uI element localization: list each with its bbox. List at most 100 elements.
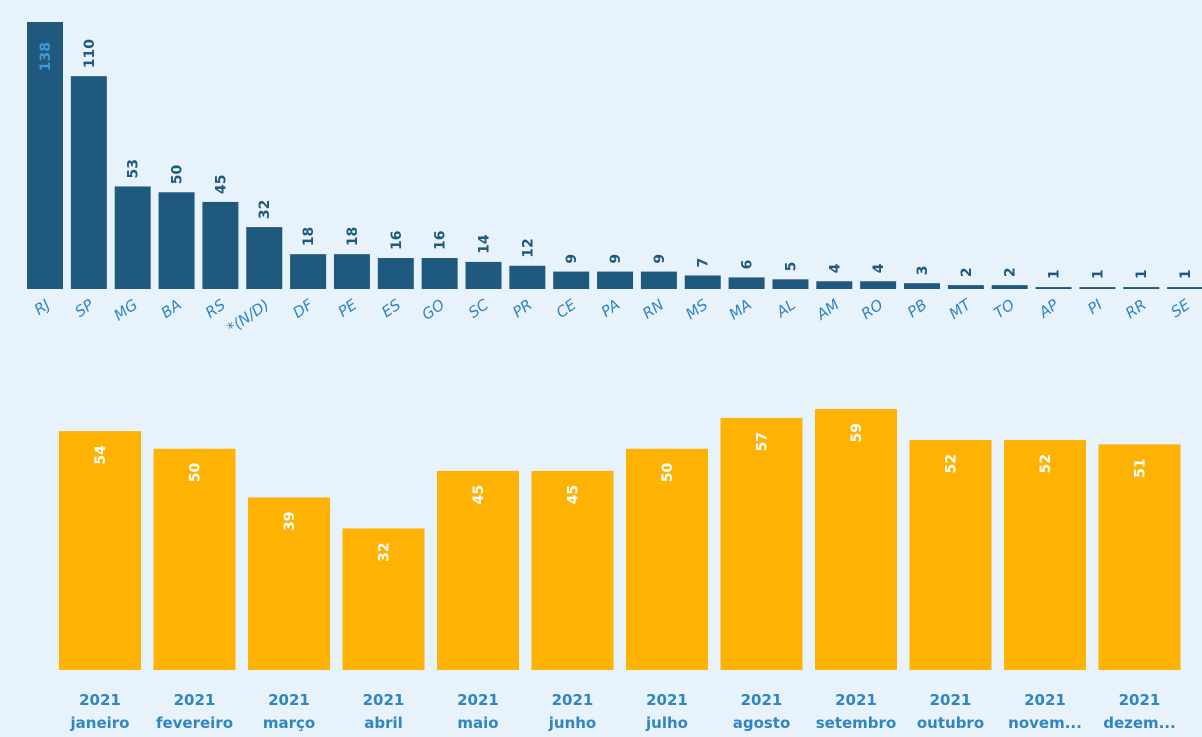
bar-value-label: 110	[82, 39, 98, 68]
bar-value-label: 57	[755, 432, 771, 451]
bar-PA	[597, 271, 634, 289]
category-label: GO	[418, 295, 448, 323]
bar-value-label: 18	[301, 227, 317, 246]
bar-value-label: 6	[740, 260, 756, 270]
bar-RN	[640, 271, 677, 289]
bar-value-label: 54	[93, 445, 109, 465]
bar-month-11	[1004, 439, 1086, 670]
bar-CE	[553, 271, 590, 289]
bar-value-label: 45	[213, 174, 229, 193]
bar-value-label: 18	[345, 227, 361, 246]
category-label: ES	[378, 295, 404, 321]
bar-ES	[377, 258, 414, 289]
month-year-label: 2021	[457, 691, 499, 709]
bar-value-label: 1	[1134, 269, 1150, 279]
bar-month-8	[720, 417, 803, 670]
bar-month-2	[153, 448, 236, 670]
month-name-label: novem...	[1008, 714, 1082, 732]
bar-AM	[816, 281, 853, 289]
month-name-label: janeiro	[70, 714, 130, 732]
monthly-bar-chart: 54 2021 janeiro 50 2021 fevereiro 39 2021 março 3…	[59, 409, 1181, 732]
bar-month-6	[531, 470, 614, 670]
month-name-label: setembro	[816, 714, 897, 732]
bar-value-label: 4	[827, 263, 843, 273]
bar-TO	[991, 285, 1028, 289]
bar-value-label: 7	[696, 258, 712, 268]
bar-value-label: 16	[389, 231, 405, 250]
bar-value-label: 45	[566, 485, 582, 504]
category-label: RO	[858, 295, 887, 323]
bar-RS	[202, 201, 239, 289]
bar-value-label: 51	[1133, 458, 1149, 477]
bar-SE	[1167, 287, 1202, 289]
bar-value-label: 45	[471, 485, 487, 504]
bar-value-label: 138	[38, 42, 54, 71]
bar-value-label: 39	[282, 511, 298, 530]
category-label: SP	[72, 295, 98, 321]
bar-GO	[421, 258, 458, 289]
category-label: PA	[598, 296, 624, 321]
bar-MA	[728, 277, 765, 289]
category-label: MT	[946, 294, 976, 322]
bar-DF	[290, 254, 327, 289]
category-label: PR	[509, 296, 535, 322]
month-year-label: 2021	[174, 691, 216, 709]
bar-value-label: 9	[652, 254, 668, 264]
bar-MT	[947, 285, 984, 289]
bar-month-3	[248, 497, 330, 670]
bar-value-label: 50	[188, 463, 204, 483]
category-label: RS	[202, 295, 229, 321]
category-label: PI	[1084, 295, 1106, 318]
bar-PI	[1079, 287, 1116, 289]
month-year-label: 2021	[79, 691, 121, 709]
category-label: MG	[111, 296, 141, 325]
bar-value-label: 59	[849, 423, 865, 442]
bar-value-label: 14	[477, 234, 493, 254]
bar-value-label: 32	[257, 200, 273, 219]
bar-RO	[860, 281, 897, 289]
category-label: RN	[639, 296, 667, 323]
bar-value-label: 5	[783, 262, 799, 272]
month-name-label: agosto	[733, 714, 791, 732]
bar-value-label: 2	[959, 267, 975, 277]
category-label: SE	[1168, 295, 1194, 321]
bar-month-4	[342, 528, 425, 670]
category-label: RJ	[31, 296, 53, 319]
bar-value-label: 1	[1047, 269, 1063, 279]
bar-PE	[333, 254, 370, 289]
month-year-label: 2021	[552, 691, 594, 709]
bar-value-label: 9	[608, 254, 624, 264]
bar-month-12	[1098, 444, 1181, 670]
category-label: MS	[682, 295, 711, 323]
bar-value-label: 52	[944, 454, 960, 473]
bar-value-label: 3	[915, 265, 931, 275]
month-year-label: 2021	[268, 691, 310, 709]
category-label: TO	[990, 295, 1018, 322]
bar-value-label: 9	[564, 254, 580, 264]
bar-MS	[684, 275, 721, 289]
bar-AL	[772, 279, 809, 289]
bar-value-label: 53	[126, 159, 142, 178]
bar-month-7	[626, 448, 708, 670]
bar-value-label: 16	[433, 231, 449, 250]
bar-month-9	[815, 409, 897, 670]
bar-PB	[904, 283, 940, 289]
category-label: MA	[726, 296, 755, 324]
category-label: PB	[904, 296, 930, 322]
category-label: *(N/D)	[224, 296, 273, 338]
bar-AP	[1035, 287, 1072, 289]
month-year-label: 2021	[363, 691, 405, 709]
month-year-label: 2021	[835, 691, 877, 709]
bar-month-5	[437, 470, 519, 670]
category-label: PE	[335, 295, 361, 321]
bar-value-label: 4	[871, 263, 887, 273]
bar-PR	[509, 265, 546, 289]
category-label: SC	[465, 295, 492, 322]
bar-SC	[465, 261, 502, 289]
bar-value-label: 2	[1003, 267, 1019, 277]
month-name-label: julho	[645, 714, 688, 732]
bar-SP	[70, 76, 107, 289]
bar-RJ	[27, 22, 63, 289]
month-year-label: 2021	[1024, 691, 1066, 709]
